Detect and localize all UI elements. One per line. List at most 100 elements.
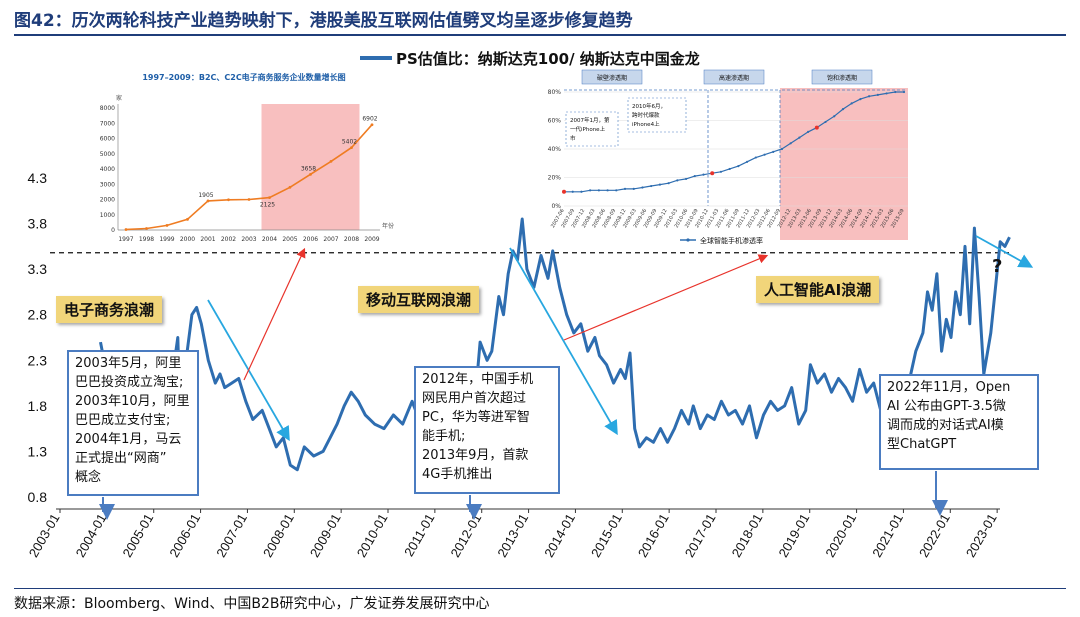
inset-y-tick: 0% (551, 203, 561, 210)
inset-x-tick: 2006 (303, 236, 318, 243)
callout-mobile-internet: 2012年，中国手机 网民用户首次超过 PC，华为等进军智 能手机; 2013年… (414, 366, 560, 494)
inset-phase-label: 破壁渗透期 (597, 74, 627, 82)
inset-point (833, 115, 836, 118)
inset-note-line: 跨时代爆款 (632, 111, 660, 119)
inset-y-tick: 60% (548, 118, 562, 125)
legend-label: PS估值比：纳斯达克100/ 纳斯达克中国金龙 (396, 50, 700, 68)
y-tick-label: 3.3 (28, 261, 48, 277)
inset-legend-label: 全球智能手机渗透率 (700, 236, 763, 245)
inset-point (227, 198, 230, 202)
x-tick-label: 2014-01 (541, 511, 578, 560)
callout-ai: 2022年11月，Open AI 公布由GPT-3.5微 调而成的对话式AI模 … (879, 374, 1039, 470)
inset-point (309, 172, 312, 176)
inset-y-tick: 3000 (100, 181, 115, 188)
inset-y-tick: 80% (548, 89, 562, 96)
x-tick-label: 2016-01 (635, 511, 672, 560)
inset-data-label: 6902 (362, 116, 377, 123)
inset-point (807, 130, 810, 133)
callout-line: 型ChatGPT (887, 437, 957, 452)
inset-note-box (627, 97, 687, 133)
inset-y-unit: 家 (116, 94, 122, 102)
inset-x-tick: 2000 (180, 236, 195, 243)
inset-point (615, 189, 618, 192)
inset-y-tick: 1000 (100, 212, 115, 219)
callout-line: 2003年10月，阿里 (75, 394, 190, 409)
x-tick-label: 2012-01 (447, 511, 484, 560)
inset-point (571, 190, 574, 193)
inset-point (329, 159, 333, 163)
callout-line: 巴巴成立支付宝; (75, 413, 171, 428)
inset-point (268, 196, 271, 199)
inset-point (186, 217, 189, 221)
inset-point (798, 136, 801, 139)
inset-point (754, 156, 757, 159)
x-tick-label: 2010-01 (354, 511, 391, 560)
inset-note-line: iPhone4上 (632, 120, 660, 128)
callout-line: 调而成的对话式AI模 (887, 418, 1004, 433)
inset-point (876, 93, 879, 96)
inset-point (745, 160, 749, 163)
inset-point (763, 153, 766, 156)
inset-phase-label: 高速渗透期 (719, 74, 749, 82)
y-tick-label: 3.8 (28, 216, 48, 232)
x-tick-label: 2003-01 (26, 511, 63, 560)
inset-point (702, 173, 705, 176)
x-tick-label: 2017-01 (682, 511, 719, 560)
inset-point (850, 102, 853, 105)
inset-x-tick: 2008 (344, 236, 359, 243)
inset-point (623, 187, 627, 190)
inset-point (841, 108, 845, 111)
inset-data-label: 2125 (260, 202, 275, 209)
trend-arrow-ai (975, 235, 1034, 268)
inset-x-tick: 2002 (221, 236, 236, 243)
x-tick-label: 2015-01 (588, 511, 625, 560)
callout-line: AI 公布由GPT-3.5微 (887, 399, 1006, 414)
inset-x-tick: 2003 (241, 236, 256, 243)
inset-point (597, 189, 600, 192)
inset-point (288, 185, 292, 189)
inset-point (859, 98, 862, 101)
inset-data-label: 1905 (198, 192, 213, 199)
inset-point (247, 198, 251, 201)
inset-point (165, 224, 169, 227)
source-rule (14, 588, 1066, 589)
x-tick-label: 2004-01 (73, 511, 110, 560)
inset-point (124, 228, 128, 231)
callout-line: 能手机; (422, 429, 466, 444)
inset-point (145, 227, 148, 230)
inset-point (894, 90, 897, 94)
x-tick-label: 2021-01 (869, 511, 906, 560)
x-tick-label: 2006-01 (166, 511, 203, 560)
tag-mobile-internet-wave: 移动互联网浪潮 (358, 286, 480, 313)
y-tick-label: 2.3 (28, 352, 48, 368)
inset-point (667, 182, 670, 185)
callout-line: 2012年，中国手机 (422, 372, 534, 387)
inset-saturation-band (780, 88, 908, 240)
inset-point (780, 147, 784, 151)
x-tick-label: 2007-01 (213, 511, 250, 560)
callout-line: 概念 (75, 470, 102, 485)
inset-phase-box (703, 69, 765, 85)
callout-ecommerce: 2003年5月，阿里 巴巴投资成立淘宝; 2003年10月，阿里 巴巴成立支付宝… (67, 350, 199, 496)
inset-point (606, 189, 609, 192)
title-rule (14, 34, 1066, 36)
inset-point (206, 199, 210, 203)
inset-y-tick: 2000 (100, 197, 115, 204)
inset-event-point (562, 189, 566, 194)
inset-x-tick: 1997 (118, 236, 133, 243)
inset-y-tick: 40% (548, 146, 562, 153)
inset-y-tick: 8000 (100, 105, 115, 112)
inset-note-box (565, 111, 619, 147)
inset-phase-box (581, 69, 643, 85)
y-tick-label: 0.8 (28, 489, 48, 505)
inset-y-tick: 0 (111, 227, 115, 234)
y-tick-label: 1.8 (28, 398, 48, 414)
inset-phase-box (811, 69, 873, 85)
inset-point (676, 179, 679, 182)
trend-arrow-ecommerce (207, 299, 290, 442)
inset-point (370, 123, 374, 127)
inset-point (868, 95, 871, 98)
inset-phase-label: 饱和渗透期 (827, 74, 857, 82)
